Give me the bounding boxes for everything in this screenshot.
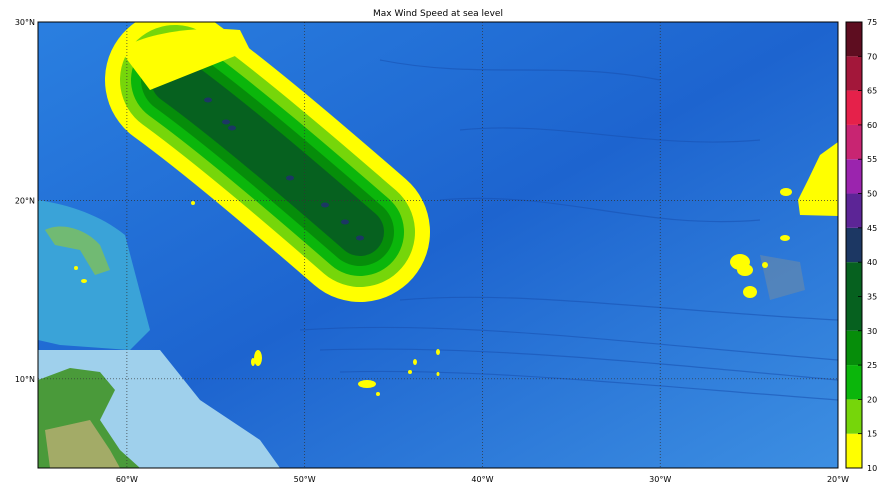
colorbar-bin-60-65	[846, 90, 862, 125]
axis-ticks: 60°W 50°W 40°W 30°W 20°W 10°N 20°N 30°N	[15, 18, 849, 484]
colorbar-label: 25	[867, 361, 877, 370]
wind-patch	[191, 201, 195, 205]
wind-patch	[780, 235, 790, 241]
wind-patch	[436, 372, 440, 376]
lat-tick-label: 20°N	[15, 196, 35, 205]
colorbar-label: 35	[867, 292, 877, 301]
swath-band-40-45	[356, 235, 364, 241]
colorbar-bin-55-60	[846, 124, 862, 160]
colorbar-label: 20	[867, 395, 877, 404]
wind-swath	[105, 22, 430, 302]
colorbar-bin-20-25	[846, 365, 862, 400]
lon-tick-label: 20°W	[827, 475, 849, 484]
colorbar-bin-65-70	[846, 56, 862, 91]
colorbar-label: 15	[867, 430, 877, 439]
swath-band-10-15-top	[120, 28, 250, 91]
lon-tick-label: 40°W	[471, 475, 493, 484]
wind-patch	[358, 380, 376, 388]
colorbar-bin-50-55	[846, 159, 862, 194]
colorbar-bin-10-15	[846, 433, 862, 468]
colorbar-bin-70-75	[846, 22, 862, 57]
wind-patch	[413, 359, 417, 365]
wind-patch	[743, 286, 757, 298]
colorbar-label: 30	[867, 327, 877, 336]
wind-patch	[376, 392, 380, 396]
colorbar-bin-15-20	[846, 399, 862, 434]
lat-tick-label: 30°N	[15, 18, 35, 27]
colorbar-frame	[845, 21, 863, 469]
lon-tick-label: 50°W	[294, 475, 316, 484]
colorbar-label: 75	[867, 18, 877, 27]
wind-patch	[436, 349, 440, 355]
colorbar-label: 70	[867, 52, 877, 61]
swath-band-40-45	[204, 97, 212, 103]
colorbar-label: 60	[867, 121, 877, 130]
lon-tick-label: 30°W	[649, 475, 671, 484]
lat-tick-label: 10°N	[15, 375, 35, 384]
swath-band-40-45	[228, 125, 236, 131]
colorbar-label: 40	[867, 258, 877, 267]
swath-band-40-45	[286, 175, 294, 181]
lon-tick-label: 60°W	[116, 475, 138, 484]
colorbar-label: 65	[867, 87, 877, 96]
colorbar: 10 15 20 25 30 35 40 45 50 55 60 65 70 75	[845, 18, 877, 473]
colorbar-bin-40-45	[846, 227, 862, 263]
swath-band-40-45	[321, 202, 329, 208]
gridlines	[38, 22, 838, 468]
wind-patch	[254, 350, 262, 366]
colorbar-bin-45-50	[846, 193, 862, 228]
plot-frame	[37, 21, 839, 469]
wind-patch	[780, 188, 792, 196]
wind-patch	[251, 358, 255, 366]
wind-patch	[74, 266, 78, 270]
wind-patch	[798, 142, 838, 216]
ridges	[299, 59, 838, 401]
swath-band-40-45	[341, 219, 349, 225]
swath-band-40-45	[222, 119, 230, 125]
colorbar-bin-25-30	[846, 330, 862, 366]
colorbar-label: 50	[867, 190, 877, 199]
colorbar-label: 10	[867, 464, 877, 473]
colorbar-bin-30-40	[846, 262, 862, 331]
wind-patches	[74, 142, 838, 396]
wind-patch	[737, 264, 753, 276]
wind-patch	[408, 370, 412, 374]
antilles-land	[45, 226, 110, 275]
highlands	[45, 420, 120, 468]
cape-verde	[760, 255, 805, 300]
colorbar-label: 45	[867, 224, 877, 233]
map-title: Max Wind Speed at sea level	[373, 9, 503, 19]
wind-patch	[81, 279, 87, 283]
swath-band-30-40	[151, 56, 384, 256]
wind-patch	[762, 262, 768, 268]
map-plot	[38, 22, 838, 468]
colorbar-label: 55	[867, 155, 877, 164]
